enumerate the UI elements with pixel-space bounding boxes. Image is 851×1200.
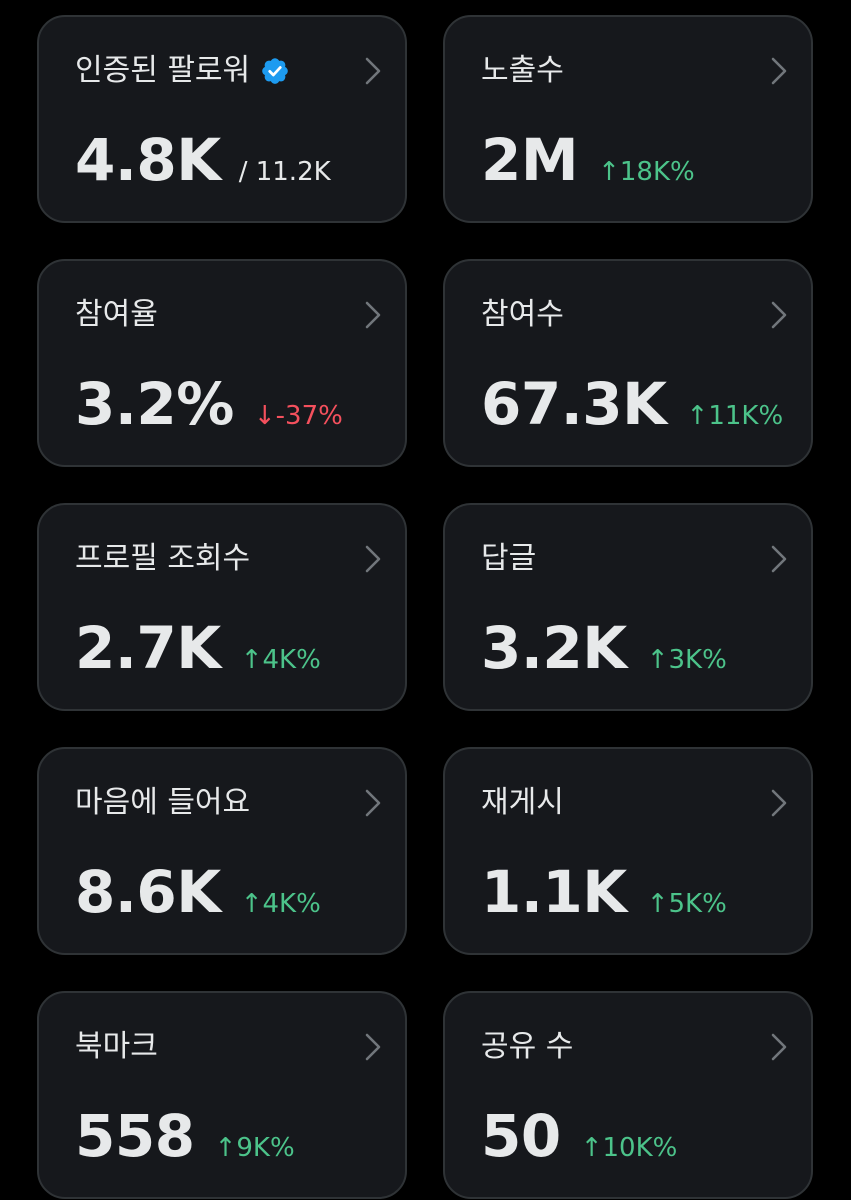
metric-row: 2M ↑18K% [481,125,695,205]
metric-value: 2M [481,126,579,194]
card-label-text: 마음에 들어요 [75,785,251,820]
card-likes[interactable]: 마음에 들어요 8.6K ↑4K% [37,747,407,955]
card-label: 재게시 [481,783,564,823]
card-label-text: 인증된 팔로워 [75,53,251,88]
card-label: 프로필 조회수 [75,539,250,579]
chevron-right-icon [771,545,787,573]
metric-row: 3.2% ↓-37% [75,369,343,449]
chevron-right-icon [365,789,381,817]
metric-change: ↑4K% [240,645,321,675]
metric-change: ↑4K% [240,889,321,919]
card-label-text: 참여율 [75,297,158,332]
metric-value: 1.1K [481,858,627,926]
metric-row: 4.8K / 11.2K [75,125,331,205]
card-reposts[interactable]: 재게시 1.1K ↑5K% [443,747,813,955]
metric-value: 67.3K [481,370,667,438]
metric-row: 2.7K ↑4K% [75,613,321,693]
metric-row: 50 ↑10K% [481,1101,677,1181]
card-label: 참여수 [481,295,564,335]
verified-badge-icon [262,58,288,84]
card-label-text: 공유 수 [481,1029,574,1064]
metric-value: 558 [75,1102,195,1170]
metric-value: 3.2% [75,370,234,438]
metric-change: ↑9K% [214,1133,295,1163]
chevron-right-icon [771,1033,787,1061]
card-label-text: 참여수 [481,297,564,332]
card-replies[interactable]: 답글 3.2K ↑3K% [443,503,813,711]
card-label-text: 재게시 [481,785,564,820]
card-label: 노출수 [481,51,564,91]
chevron-right-icon [365,1033,381,1061]
card-engagements[interactable]: 참여수 67.3K ↑11K% [443,259,813,467]
metric-row: 1.1K ↑5K% [481,857,727,937]
metric-value: 50 [481,1102,561,1170]
metric-row: 67.3K ↑11K% [481,369,783,449]
metric-change: ↓-37% [253,401,343,431]
card-label: 공유 수 [481,1027,573,1067]
card-label: 마음에 들어요 [75,783,250,823]
chevron-right-icon [365,57,381,85]
card-label: 참여율 [75,295,158,335]
metric-row: 558 ↑9K% [75,1101,295,1181]
metric-change: ↑5K% [646,889,727,919]
metric-change: ↑11K% [686,401,784,431]
card-profile-visits[interactable]: 프로필 조회수 2.7K ↑4K% [37,503,407,711]
metric-value: 3.2K [481,614,627,682]
chevron-right-icon [771,301,787,329]
card-bookmarks[interactable]: 북마크 558 ↑9K% [37,991,407,1199]
chevron-right-icon [771,789,787,817]
metrics-grid: 인증된 팔로워 4.8K / 11.2K 노출수 2M ↑18K% 참여율 [37,15,813,1199]
metric-change: ↑10K% [580,1133,678,1163]
metric-change: ↑3K% [646,645,727,675]
card-label: 인증된 팔로워 [75,51,290,91]
card-label: 답글 [481,539,536,579]
chevron-right-icon [771,57,787,85]
card-verified-followers[interactable]: 인증된 팔로워 4.8K / 11.2K [37,15,407,223]
metric-value: 8.6K [75,858,221,926]
card-label-text: 답글 [481,541,537,576]
card-engagement-rate[interactable]: 참여율 3.2% ↓-37% [37,259,407,467]
metric-row: 3.2K ↑3K% [481,613,727,693]
metric-total: / 11.2K [238,157,331,187]
metric-value: 4.8K [75,126,221,194]
chevron-right-icon [365,545,381,573]
metric-change: ↑18K% [598,157,695,187]
metric-value: 2.7K [75,614,221,682]
card-label-text: 북마크 [75,1029,158,1064]
card-label: 북마크 [75,1027,158,1067]
chevron-right-icon [365,301,381,329]
card-label-text: 프로필 조회수 [75,541,251,576]
card-shares[interactable]: 공유 수 50 ↑10K% [443,991,813,1199]
metric-row: 8.6K ↑4K% [75,857,321,937]
card-impressions[interactable]: 노출수 2M ↑18K% [443,15,813,223]
card-label-text: 노출수 [481,53,564,88]
